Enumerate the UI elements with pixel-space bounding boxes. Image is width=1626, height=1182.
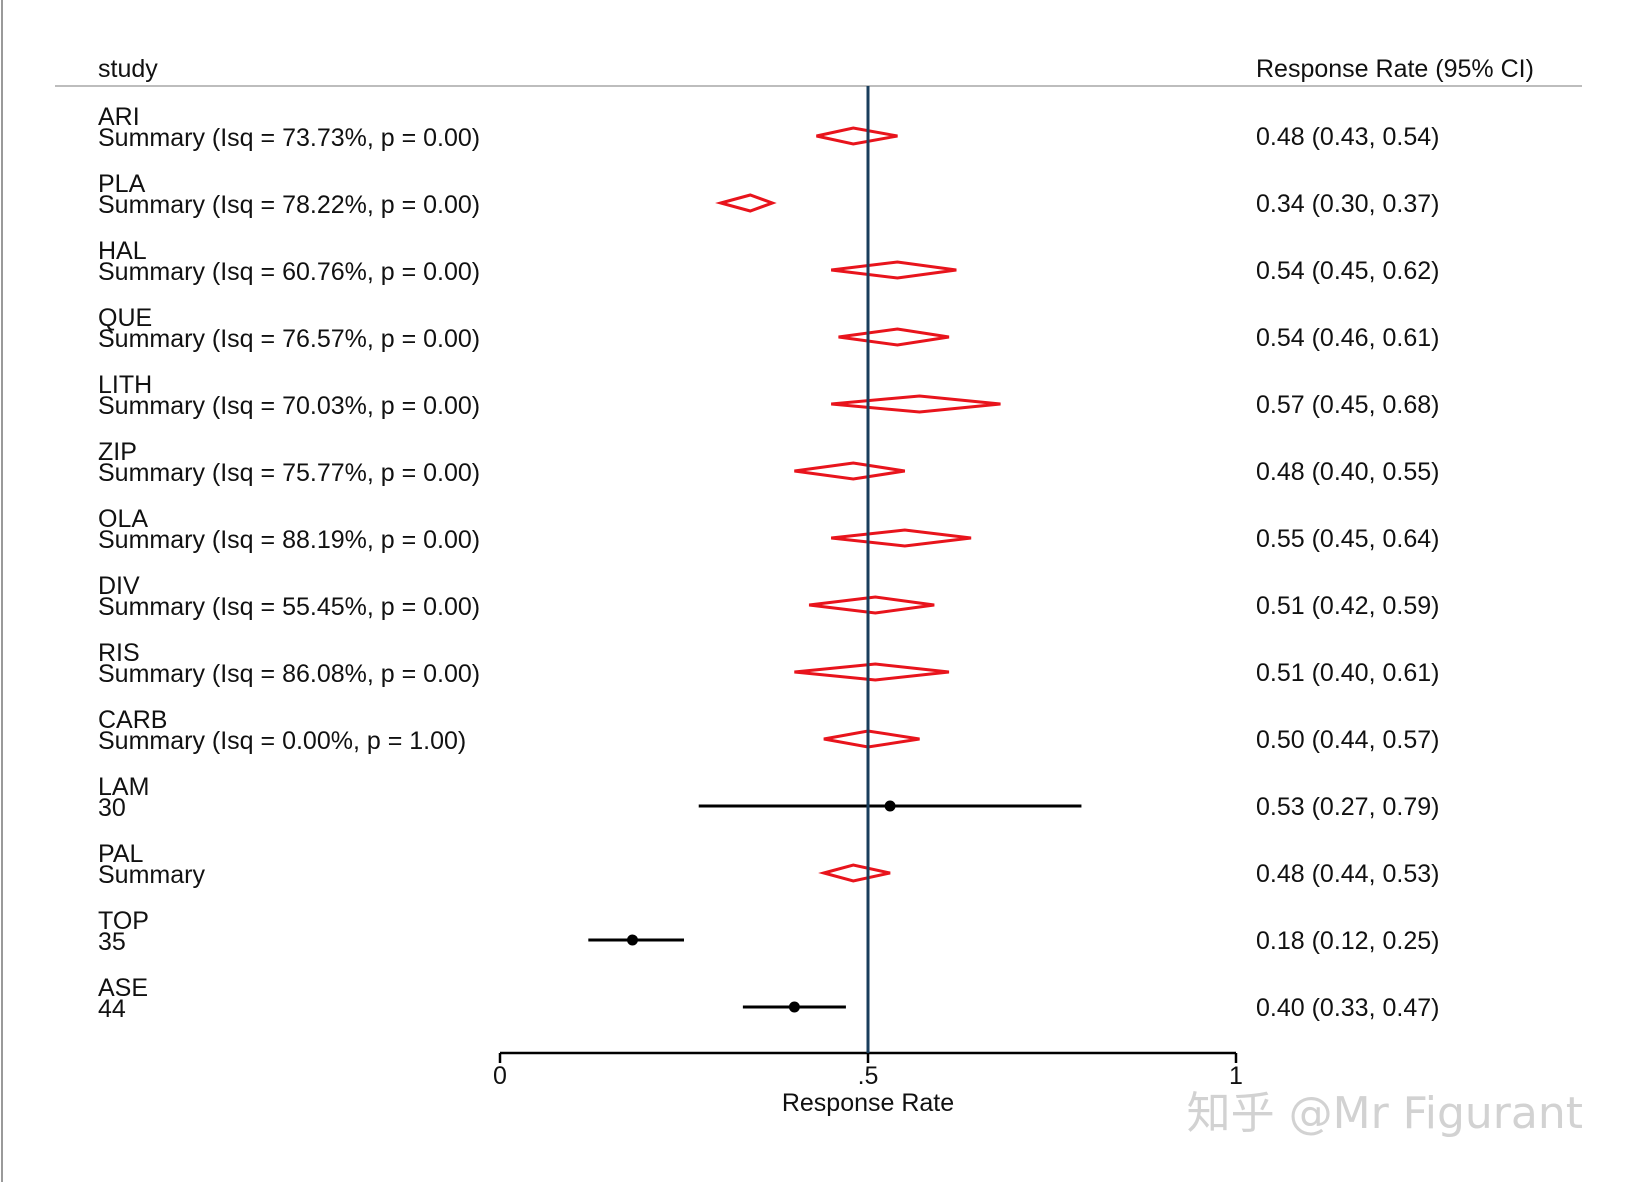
row-detail-label: Summary (Isq = 73.73%, p = 0.00): [98, 124, 480, 152]
row-group-label: LAM: [98, 773, 149, 801]
summary-diamond-pla: [715, 193, 777, 213]
x-tick-label: 0: [493, 1062, 507, 1090]
summary-diamond-div: [808, 595, 935, 615]
row-detail-label: Summary (Isq = 88.19%, p = 0.00): [98, 526, 480, 554]
row-detail-label: 30: [98, 794, 126, 822]
x-axis-label: Response Rate: [782, 1089, 954, 1117]
watermark: 知乎 @Mr Figurant: [1187, 1088, 1583, 1139]
summary-diamond-zip: [794, 461, 906, 481]
header-estimate: Response Rate (95% CI): [1256, 55, 1534, 83]
point-estimate-ase: [788, 1001, 800, 1013]
row-detail-label: Summary (Isq = 60.76%, p = 0.00): [98, 258, 480, 286]
row-estimate-text: 0.53 (0.27, 0.79): [1256, 793, 1439, 821]
summary-diamond-carb: [823, 729, 920, 749]
row-group-label: PAL: [98, 840, 143, 868]
row-estimate-text: 0.50 (0.44, 0.57): [1256, 726, 1439, 754]
row-detail-label: Summary (Isq = 86.08%, p = 0.00): [98, 660, 480, 688]
row-estimate-text: 0.48 (0.44, 0.53): [1256, 860, 1439, 888]
summary-diamond-ris: [794, 662, 950, 682]
row-estimate-text: 0.40 (0.33, 0.47): [1256, 994, 1439, 1022]
row-detail-label: Summary (Isq = 75.77%, p = 0.00): [98, 459, 480, 487]
header-study: study: [98, 55, 158, 83]
row-estimate-text: 0.51 (0.40, 0.61): [1256, 659, 1439, 687]
row-estimate-text: 0.55 (0.45, 0.64): [1256, 525, 1439, 553]
row-detail-label: Summary: [98, 861, 205, 889]
x-tick-label: 1: [1229, 1062, 1243, 1090]
point-estimate-top: [626, 934, 638, 946]
row-group-label: TOP: [98, 907, 149, 935]
row-estimate-text: 0.48 (0.43, 0.54): [1256, 123, 1439, 151]
x-axis-ticks: 0.5 1: [493, 1053, 1243, 1090]
row-detail-label: Summary (Isq = 70.03%, p = 0.00): [98, 392, 480, 420]
row-estimate-text: 0.57 (0.45, 0.68): [1256, 391, 1439, 419]
row-group-label: CARB: [98, 706, 167, 734]
row-estimate-text: 0.48 (0.40, 0.55): [1256, 458, 1439, 486]
summary-diamond-hal: [831, 260, 957, 280]
row-group-label: DIV: [98, 572, 140, 600]
row-estimate-text: 0.51 (0.42, 0.59): [1256, 592, 1439, 620]
row-estimate-text: 0.54 (0.45, 0.62): [1256, 257, 1439, 285]
row-detail-label: Summary (Isq = 55.45%, p = 0.00): [98, 593, 480, 621]
row-detail-label: Summary (Isq = 0.00%, p = 1.00): [98, 727, 466, 755]
row-group-label: OLA: [98, 505, 148, 533]
row-group-label: PLA: [98, 170, 146, 198]
row-group-label: LITH: [98, 371, 152, 399]
x-tick-label: .5: [858, 1062, 879, 1090]
row-estimate-text: 0.18 (0.12, 0.25): [1256, 927, 1439, 955]
row-group-label: ZIP: [98, 438, 137, 466]
summary-diamond-ola: [831, 528, 972, 548]
summary-diamond-que: [838, 327, 950, 347]
row-detail-label: 35: [98, 928, 126, 956]
row-group-label: HAL: [98, 237, 147, 265]
row-estimate-text: 0.54 (0.46, 0.61): [1256, 324, 1439, 352]
summary-diamond-lith: [831, 394, 1001, 414]
summary-diamond-ari: [816, 126, 898, 146]
row-detail-label: Summary (Isq = 78.22%, p = 0.00): [98, 191, 480, 219]
row-detail-label: 44: [98, 995, 126, 1023]
row-group-label: QUE: [98, 304, 152, 332]
point-estimate-lam: [884, 800, 896, 812]
row-group-label: RIS: [98, 639, 140, 667]
row-group-label: ARI: [98, 103, 140, 131]
row-group-label: ASE: [98, 974, 148, 1002]
summary-diamond-pal: [818, 863, 891, 883]
row-estimate-text: 0.34 (0.30, 0.37): [1256, 190, 1439, 218]
row-detail-label: Summary (Isq = 76.57%, p = 0.00): [98, 325, 480, 353]
